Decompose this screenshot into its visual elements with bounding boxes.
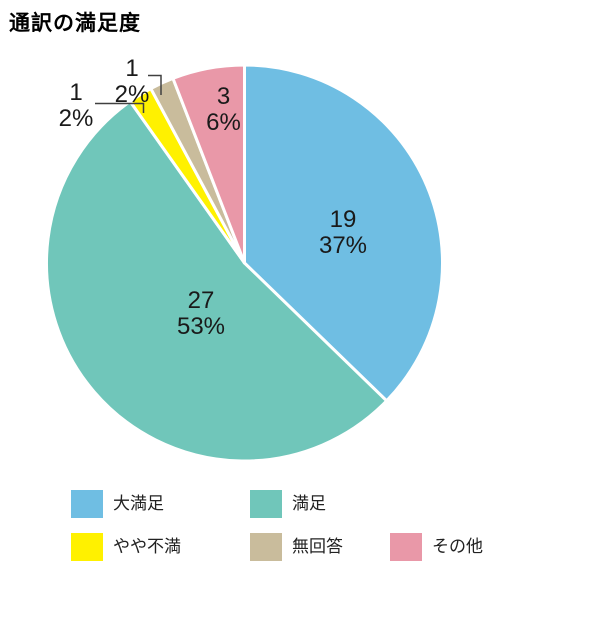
legend-item-other: その他 <box>390 533 483 561</box>
pie-slice-satisfied <box>45 99 389 463</box>
pie-label-percent-somewhat-dissatisfied: 2% <box>59 105 94 132</box>
pie-label-count-very-satisfied: 19 <box>330 206 357 233</box>
pie-label-percent-very-satisfied: 37% <box>319 232 367 259</box>
pie-label-count-no-answer: 1 <box>125 55 138 82</box>
pie-label-count-other: 3 <box>217 83 230 110</box>
pie-slice-other <box>171 63 246 265</box>
leader-line-somewhat-dissatisfied <box>95 102 145 113</box>
pie-label-percent-no-answer: 2% <box>115 81 150 108</box>
legend-item-somewhat-dissatisfied: やや不満 <box>71 533 181 561</box>
pie-chart: 19 37%27 53%1 2%1 2% 3 6% <box>45 55 444 463</box>
legend-swatch-other <box>390 533 422 561</box>
legend-label-satisfied: 満足 <box>292 494 326 513</box>
pie-label-percent-satisfied: 53% <box>177 313 225 340</box>
pie-label-count-satisfied: 27 <box>188 287 215 314</box>
pie-label-other: 3 6% <box>206 83 241 136</box>
pie-label-no-answer: 1 2% <box>115 55 150 108</box>
legend-swatch-somewhat-dissatisfied <box>71 533 103 561</box>
legend-swatch-very-satisfied <box>71 490 103 518</box>
legend-label-other: その他 <box>432 537 483 556</box>
legend-item-satisfied: 満足 <box>250 490 326 518</box>
chart-title: 通訳の満足度 <box>9 12 141 35</box>
pie-label-count-somewhat-dissatisfied: 1 <box>69 79 82 106</box>
legend-swatch-no-answer <box>250 533 282 561</box>
pie-label-somewhat-dissatisfied: 1 2% <box>59 79 94 132</box>
pie-label-very-satisfied: 19 37% <box>319 206 367 259</box>
legend-item-very-satisfied: 大満足 <box>71 490 164 518</box>
leader-line-no-answer <box>148 74 162 95</box>
legend-label-no-answer: 無回答 <box>292 537 343 556</box>
pie-label-satisfied: 27 53% <box>177 287 225 340</box>
legend-swatch-satisfied <box>250 490 282 518</box>
pie-label-percent-other: 6% <box>206 109 241 136</box>
legend-label-somewhat-dissatisfied: やや不満 <box>113 537 181 556</box>
legend-label-very-satisfied: 大満足 <box>113 494 164 513</box>
legend-item-no-answer: 無回答 <box>250 533 343 561</box>
pie-slice-very-satisfied <box>243 63 444 403</box>
